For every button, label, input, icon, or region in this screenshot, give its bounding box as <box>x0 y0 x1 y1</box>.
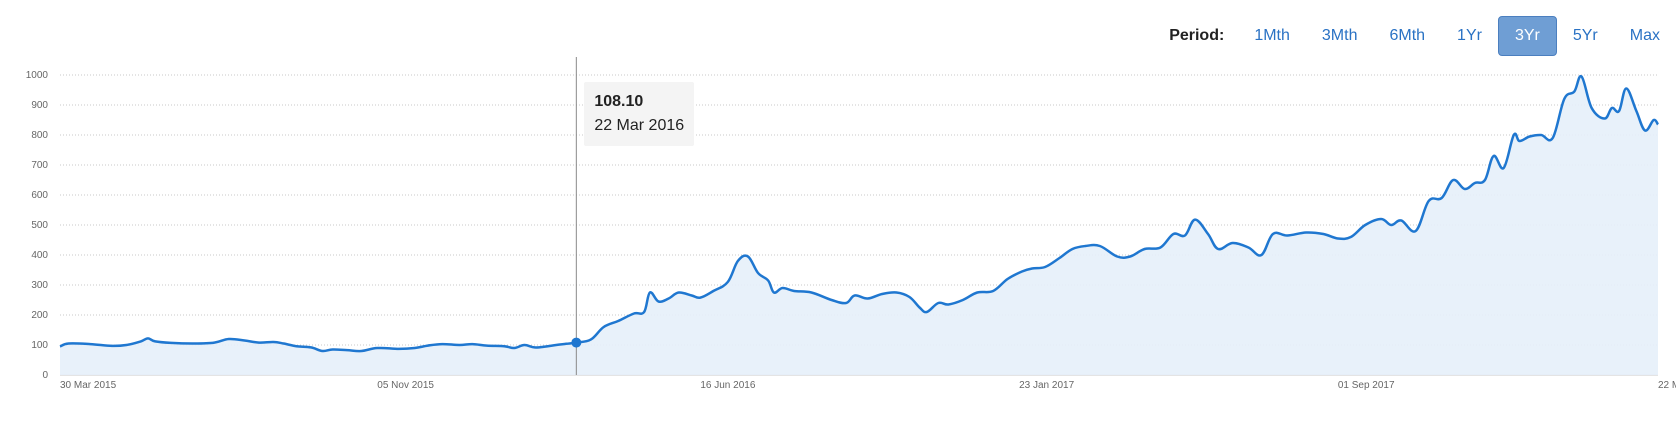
period-button-1mth[interactable]: 1Mth <box>1254 27 1290 44</box>
tooltip-date: 22 Mar 2016 <box>594 117 685 134</box>
tooltip-value: 108.10 <box>594 93 644 110</box>
x-tick-label: 23 Jan 2017 <box>1019 380 1074 391</box>
period-selector: Period: 1Mth 3Mth 6Mth 1Yr 3Yr 5Yr Max <box>1169 16 1676 56</box>
period-button-5yr[interactable]: 5Yr <box>1572 27 1598 44</box>
y-tick-label: 200 <box>31 310 48 321</box>
y-tick-label: 1000 <box>26 70 49 81</box>
period-label: Period: <box>1169 27 1225 44</box>
x-axis-tick-labels: 30 Mar 2015 05 Nov 2015 16 Jun 2016 23 Jan … <box>60 380 1676 391</box>
y-tick-label: 300 <box>31 280 48 291</box>
y-tick-label: 500 <box>31 220 48 231</box>
y-tick-label: 700 <box>31 160 48 171</box>
period-button-max[interactable]: Max <box>1629 27 1660 44</box>
x-tick-label: 01 Sep 2017 <box>1338 380 1395 391</box>
x-tick-label: 05 Nov 2015 <box>377 380 434 391</box>
period-button-3yr[interactable]: 3Yr <box>1497 16 1557 56</box>
y-axis-tick-labels: 0 100 200 300 400 500 600 700 800 900 1000 <box>26 70 49 381</box>
price-area-fill <box>60 76 1658 376</box>
y-tick-label: 800 <box>31 130 48 141</box>
price-line-series <box>59 74 1660 353</box>
period-button-6mth[interactable]: 6Mth <box>1389 27 1426 44</box>
y-tick-label: 900 <box>31 100 48 111</box>
highlight-point[interactable] <box>571 337 582 348</box>
period-button-3mth[interactable]: 3Mth <box>1321 27 1358 44</box>
x-tick-label: 22 M <box>1658 380 1676 391</box>
y-tick-label: 0 <box>42 370 48 381</box>
x-tick-label: 16 Jun 2016 <box>700 380 755 391</box>
y-tick-label: 400 <box>31 250 48 261</box>
x-tick-label: 30 Mar 2015 <box>60 380 117 391</box>
y-tick-label: 100 <box>31 340 48 351</box>
period-button-1yr[interactable]: 1Yr <box>1457 27 1482 44</box>
value-tooltip: 108.10 22 Mar 2016 <box>584 82 695 146</box>
y-tick-label: 600 <box>31 190 48 201</box>
